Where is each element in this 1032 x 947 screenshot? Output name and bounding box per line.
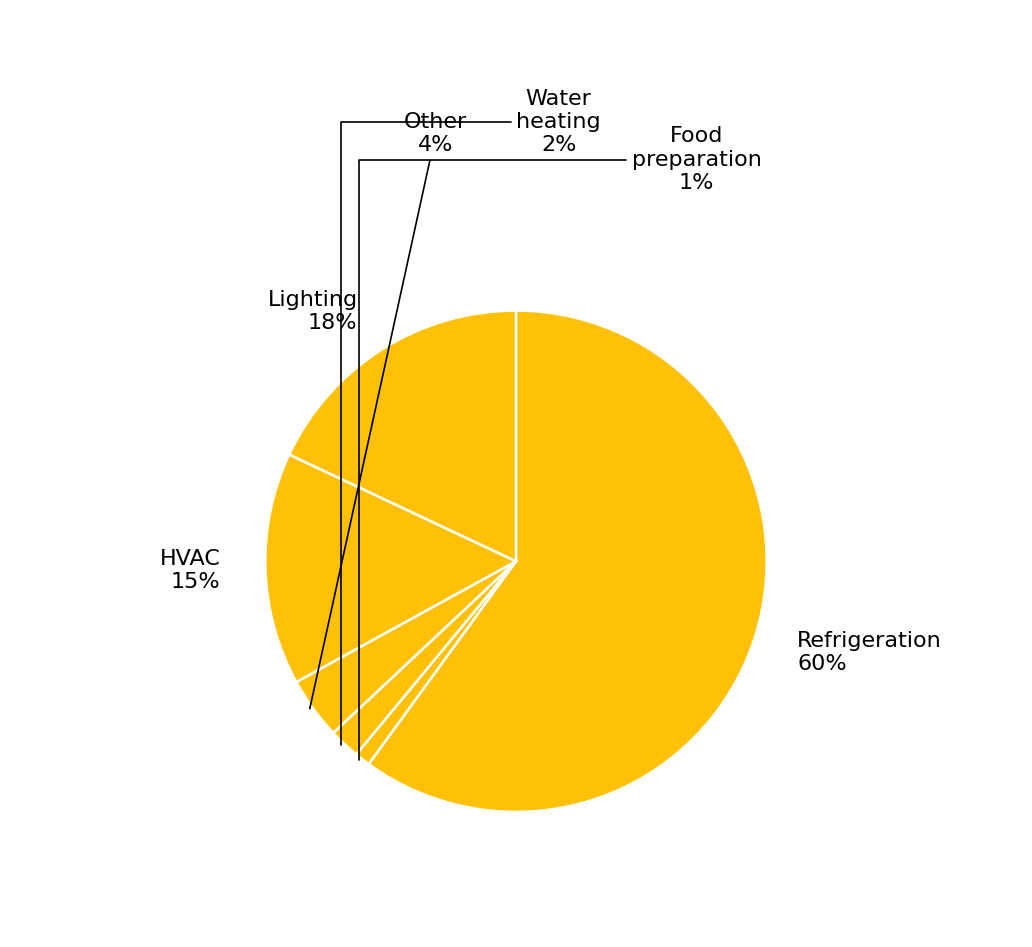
Text: Refrigeration
60%: Refrigeration 60%	[798, 631, 942, 674]
Text: Other
4%: Other 4%	[310, 112, 467, 708]
Wedge shape	[333, 562, 516, 755]
Text: HVAC
15%: HVAC 15%	[160, 549, 221, 592]
Text: Water
heating
2%: Water heating 2%	[341, 89, 601, 745]
Text: Lighting
18%: Lighting 18%	[267, 290, 357, 333]
Text: Food
preparation
1%: Food preparation 1%	[359, 126, 762, 760]
Wedge shape	[356, 562, 516, 764]
Wedge shape	[296, 562, 516, 733]
Wedge shape	[368, 311, 767, 812]
Wedge shape	[289, 311, 516, 562]
Wedge shape	[265, 455, 516, 682]
